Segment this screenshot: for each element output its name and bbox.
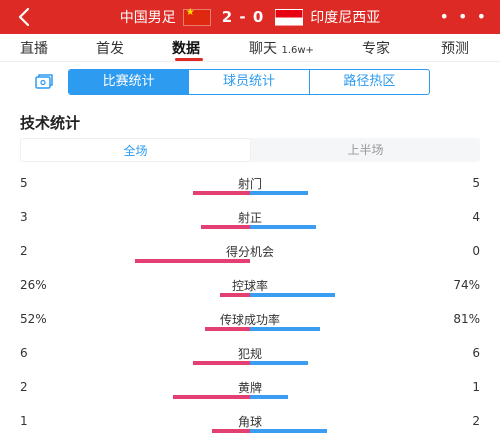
stat-row: 2 黄牌 1 — [0, 374, 500, 408]
period-full-match[interactable]: 全场 — [20, 138, 251, 162]
stat-away-value: 6 — [472, 346, 480, 360]
stat-away-bar — [250, 293, 336, 297]
stat-home-value: 52% — [20, 312, 47, 326]
stat-home-bar — [212, 429, 250, 433]
stat-away-value: 5 — [472, 176, 480, 190]
stat-home-bar — [192, 361, 250, 365]
stat-name: 角球 — [237, 415, 262, 429]
stat-away-bar — [250, 395, 288, 399]
stat-home-value: 3 — [20, 210, 28, 224]
stat-away-value: 4 — [472, 210, 480, 224]
match-scoreline: 中国男足 ★ 2 - 0 印度尼西亚 — [0, 0, 500, 34]
stat-home-value: 2 — [20, 380, 28, 394]
period-first-half[interactable]: 上半场 — [347, 143, 384, 157]
stat-row: 2 得分机会 0 — [0, 238, 500, 272]
stat-away-value: 2 — [472, 414, 480, 428]
indonesia-flag-icon — [275, 8, 304, 26]
tab-experts[interactable]: 专家 — [362, 41, 390, 57]
stat-away-value: 81% — [453, 312, 480, 326]
back-arrow-icon[interactable] — [14, 6, 36, 28]
subtab-match-stats[interactable]: 比赛统计 — [69, 70, 190, 94]
stat-away-value: 74% — [453, 278, 480, 292]
stat-home-bar — [192, 191, 250, 195]
match-score: 2 - 0 — [221, 8, 265, 26]
stat-row: 26% 控球率 74% — [0, 272, 500, 306]
stats-subtabs: 比赛统计 球员统计 路径热区 — [68, 69, 430, 95]
stat-home-bar — [205, 327, 250, 331]
stat-row: 5 射门 5 — [0, 170, 500, 204]
stat-row: 52% 传球成功率 81% — [0, 306, 500, 340]
china-flag-icon: ★ — [182, 7, 211, 26]
stat-away-bar — [250, 327, 321, 331]
stat-row: 3 射正 4 — [0, 204, 500, 238]
section-title: 技术统计 — [20, 114, 81, 132]
stat-home-value: 1 — [20, 414, 28, 428]
subtab-heatmap[interactable]: 路径热区 — [343, 74, 396, 89]
match-tabs: 直播 首发 数据 聊天 1.6w+ 专家 预测 — [0, 34, 500, 62]
stat-name: 射门 — [237, 177, 262, 191]
active-tab-indicator — [175, 58, 203, 61]
stat-home-bar — [200, 225, 250, 229]
stat-row: 1 角球 2 — [0, 408, 500, 440]
stat-name: 射正 — [237, 211, 262, 225]
period-selector: 全场 上半场 — [20, 138, 480, 162]
stat-home-bar — [172, 395, 250, 399]
tab-chat-label: 聊天 — [249, 41, 277, 57]
stat-home-value: 6 — [20, 346, 28, 360]
stat-home-value: 5 — [20, 176, 28, 190]
pitch-view-icon[interactable] — [34, 72, 54, 92]
match-header: 中国男足 ★ 2 - 0 印度尼西亚 • • • — [0, 0, 500, 34]
tab-data[interactable]: 数据 — [172, 41, 200, 57]
tab-chat[interactable]: 聊天 1.6w+ — [249, 38, 314, 58]
stat-home-value: 2 — [20, 244, 28, 258]
stat-name: 控球率 — [231, 279, 268, 293]
stat-away-value: 1 — [472, 380, 480, 394]
tab-live[interactable]: 直播 — [20, 41, 48, 57]
stat-away-bar — [250, 225, 316, 229]
stat-name: 犯规 — [237, 347, 262, 361]
subtab-player-stats[interactable]: 球员统计 — [189, 70, 310, 94]
stat-row: 6 犯规 6 — [0, 340, 500, 374]
stats-list: 5 射门 5 3 射正 4 2 得分机会 0 26% 控球率 74% 52% 传球成功率 81% 6 犯规 6 2 黄… — [0, 170, 500, 440]
more-options-icon[interactable]: • • • — [439, 7, 488, 26]
home-team-name: 中国男足 — [119, 10, 176, 26]
stat-name: 黄牌 — [237, 381, 262, 395]
stat-away-bar — [250, 429, 328, 433]
stat-name: 得分机会 — [225, 245, 274, 259]
stat-home-bar — [135, 259, 250, 263]
stat-home-bar — [220, 293, 250, 297]
tab-predict[interactable]: 预测 — [441, 41, 469, 57]
stat-away-value: 0 — [472, 244, 480, 258]
stat-away-bar — [250, 361, 308, 365]
away-team-name: 印度尼西亚 — [310, 10, 381, 26]
stat-away-bar — [250, 191, 308, 195]
tab-chat-badge: 1.6w+ — [281, 45, 314, 56]
stat-name: 传球成功率 — [219, 313, 280, 327]
tab-lineup[interactable]: 首发 — [96, 41, 124, 57]
stat-home-value: 26% — [20, 278, 47, 292]
